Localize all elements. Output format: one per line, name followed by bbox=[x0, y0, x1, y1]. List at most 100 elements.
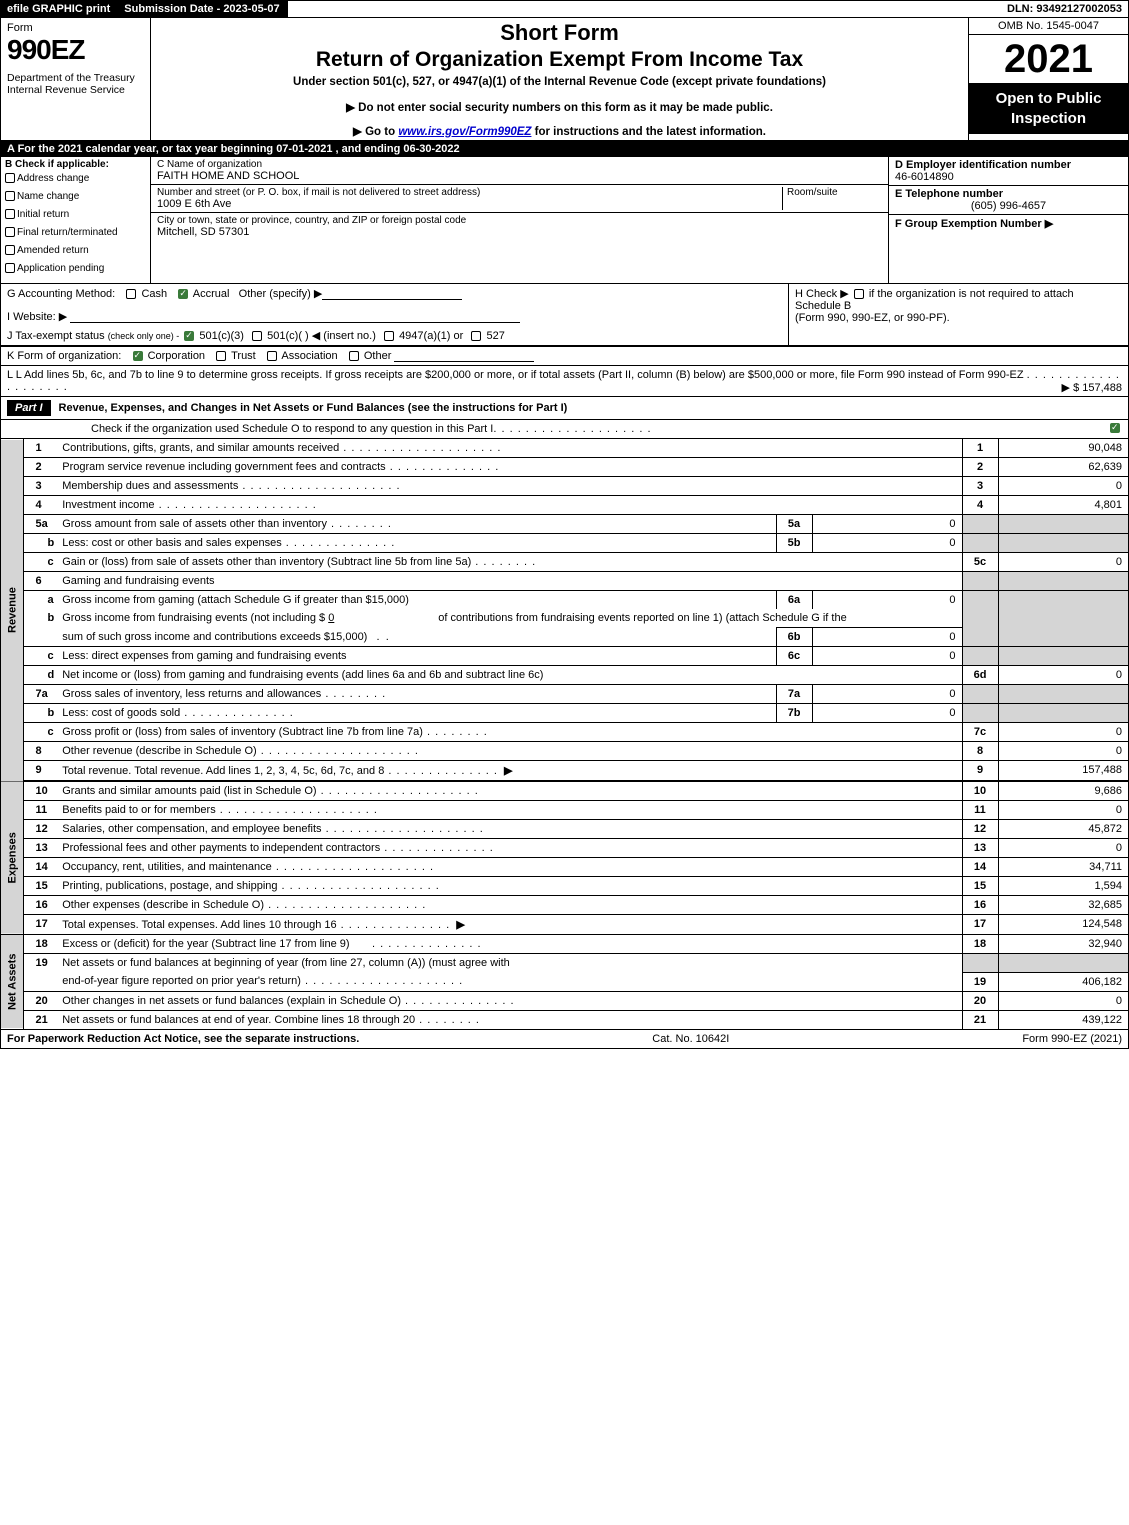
other-specify-field[interactable] bbox=[322, 288, 462, 300]
header-left: Form 990EZ Department of the Treasury In… bbox=[1, 18, 151, 140]
line-num: 18 bbox=[23, 935, 58, 954]
line-num: 11 bbox=[23, 801, 58, 820]
footer-left: For Paperwork Reduction Act Notice, see … bbox=[7, 1033, 359, 1045]
line-box: 13 bbox=[962, 839, 998, 858]
chk-trust[interactable] bbox=[216, 351, 226, 361]
527-label: 527 bbox=[486, 330, 504, 342]
i-label: I Website: ▶ bbox=[7, 311, 67, 323]
line-amount: 90,048 bbox=[998, 439, 1128, 458]
line-num: 5a bbox=[23, 515, 58, 534]
chk-association[interactable] bbox=[267, 351, 277, 361]
line-desc: Total expenses. Total expenses. Add line… bbox=[58, 915, 962, 935]
other-org-field[interactable] bbox=[394, 350, 534, 362]
inner-box: 6a bbox=[776, 591, 812, 610]
form-word: Form bbox=[7, 22, 144, 34]
part1-check-line: Check if the organization used Schedule … bbox=[1, 420, 1128, 439]
ssn-note: ▶ Do not enter social security numbers o… bbox=[157, 100, 962, 114]
line-box: 17 bbox=[962, 915, 998, 935]
line-num: 8 bbox=[23, 742, 58, 761]
chk-schedule-o[interactable] bbox=[1110, 423, 1120, 433]
line-num: 4 bbox=[23, 496, 58, 515]
chk-cash[interactable] bbox=[126, 289, 136, 299]
line-amount: 0 bbox=[998, 742, 1128, 761]
line-box: 2 bbox=[962, 458, 998, 477]
line-num: 20 bbox=[23, 991, 58, 1010]
org-name-label: C Name of organization bbox=[157, 159, 882, 170]
chk-accrual[interactable] bbox=[178, 289, 188, 299]
line-amount: 0 bbox=[998, 723, 1128, 742]
ein-label: D Employer identification number bbox=[895, 159, 1122, 171]
line-desc: Other revenue (describe in Schedule O) bbox=[58, 742, 962, 761]
street-value: 1009 E 6th Ave bbox=[157, 198, 782, 210]
g-label: G Accounting Method: bbox=[7, 288, 115, 300]
assoc-label: Association bbox=[281, 350, 337, 362]
dots-icon bbox=[493, 423, 651, 435]
chk-corporation[interactable] bbox=[133, 351, 143, 361]
line-desc: Gross sales of inventory, less returns a… bbox=[58, 685, 776, 704]
chk-schedule-b[interactable] bbox=[854, 289, 864, 299]
line-desc: Gain or (loss) from sale of assets other… bbox=[58, 553, 962, 572]
line-desc: Other expenses (describe in Schedule O) bbox=[58, 896, 962, 915]
gh-section: G Accounting Method: Cash Accrual Other … bbox=[1, 284, 1128, 346]
chk-501c[interactable] bbox=[252, 331, 262, 341]
line-amount: 45,872 bbox=[998, 820, 1128, 839]
line-desc: Professional fees and other payments to … bbox=[58, 839, 962, 858]
line-desc: Less: direct expenses from gaming and fu… bbox=[58, 647, 776, 666]
line-num: 3 bbox=[23, 477, 58, 496]
header-right: OMB No. 1545-0047 2021 Open to Public In… bbox=[968, 18, 1128, 140]
form-page: efile GRAPHIC print Submission Date - 20… bbox=[0, 0, 1129, 1049]
chk-527[interactable] bbox=[471, 331, 481, 341]
website-field[interactable] bbox=[70, 311, 520, 323]
grey-box bbox=[962, 704, 998, 723]
line-num: 16 bbox=[23, 896, 58, 915]
footer-center: Cat. No. 10642I bbox=[652, 1033, 729, 1045]
chk-address-change[interactable]: Address change bbox=[5, 173, 146, 184]
h-label: H Check ▶ bbox=[795, 288, 849, 300]
inner-box: 7b bbox=[776, 704, 812, 723]
chk-other-org[interactable] bbox=[349, 351, 359, 361]
part1-table: Revenue 1 Contributions, gifts, grants, … bbox=[1, 439, 1128, 1029]
form-header: Form 990EZ Department of the Treasury In… bbox=[1, 18, 1128, 141]
org-name-value: FAITH HOME AND SCHOOL bbox=[157, 170, 882, 182]
topbar: efile GRAPHIC print Submission Date - 20… bbox=[1, 1, 1128, 18]
row-l: L L Add lines 5b, 6c, and 7b to line 9 t… bbox=[1, 366, 1128, 397]
phone-label: E Telephone number bbox=[895, 188, 1122, 200]
line-desc: Grants and similar amounts paid (list in… bbox=[58, 781, 962, 801]
chk-501c3[interactable] bbox=[184, 331, 194, 341]
grey-amount bbox=[998, 515, 1128, 534]
part1-header: Part I Revenue, Expenses, and Changes in… bbox=[1, 397, 1128, 420]
city-value: Mitchell, SD 57301 bbox=[157, 226, 882, 238]
grey-box bbox=[962, 515, 998, 534]
inner-box: 6b bbox=[776, 628, 812, 647]
k-label: K Form of organization: bbox=[7, 350, 121, 362]
chk-name-change[interactable]: Name change bbox=[5, 191, 146, 202]
line-desc: Salaries, other compensation, and employ… bbox=[58, 820, 962, 839]
trust-label: Trust bbox=[231, 350, 256, 362]
j-sub: (check only one) - bbox=[108, 331, 180, 341]
chk-4947[interactable] bbox=[384, 331, 394, 341]
chk-application-pending[interactable]: Application pending bbox=[5, 263, 146, 274]
org-name-row: C Name of organization FAITH HOME AND SC… bbox=[151, 157, 888, 185]
grey-box bbox=[962, 628, 998, 647]
chk-initial-return[interactable]: Initial return bbox=[5, 209, 146, 220]
line-num: 2 bbox=[23, 458, 58, 477]
line-amount: 439,122 bbox=[998, 1010, 1128, 1029]
chk-final-return[interactable]: Final return/terminated bbox=[5, 227, 146, 238]
grey-box bbox=[962, 954, 998, 973]
line-num: 21 bbox=[23, 1010, 58, 1029]
part1-check-text: Check if the organization used Schedule … bbox=[91, 423, 493, 435]
other-org-label: Other bbox=[364, 350, 392, 362]
col-c-org-info: C Name of organization FAITH HOME AND SC… bbox=[151, 157, 888, 283]
phone-row: E Telephone number (605) 996-4657 bbox=[889, 186, 1128, 215]
city-label: City or town, state or province, country… bbox=[157, 215, 882, 226]
chk-amended-return[interactable]: Amended return bbox=[5, 245, 146, 256]
grey-amount bbox=[998, 704, 1128, 723]
line-amount: 9,686 bbox=[998, 781, 1128, 801]
chk-final-return-label: Final return/terminated bbox=[17, 227, 118, 238]
netassets-side-label: Net Assets bbox=[1, 935, 23, 1029]
line-num: 12 bbox=[23, 820, 58, 839]
irs-link[interactable]: www.irs.gov/Form990EZ bbox=[398, 126, 531, 138]
link-pre: ▶ Go to bbox=[353, 126, 398, 138]
line-desc: Investment income bbox=[58, 496, 962, 515]
omb-number: OMB No. 1545-0047 bbox=[969, 18, 1128, 35]
